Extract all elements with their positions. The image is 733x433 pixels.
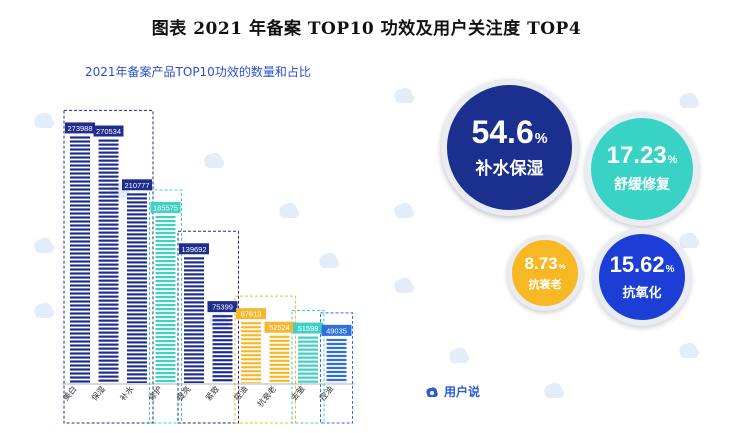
category-tick-label: 控油 [232, 384, 250, 403]
watermark-logo-icon [679, 92, 700, 108]
bar [127, 193, 147, 383]
watermark-logo-icon [544, 382, 565, 398]
bubble-soothing-label: 舒缓修复 [614, 177, 670, 193]
bar [269, 335, 290, 382]
bubble-soothing: 17.23% 舒缓修复 [585, 112, 699, 226]
category-group-frame [63, 109, 154, 424]
category-tick-label: 保湿 [89, 384, 107, 403]
category-tick-label: 美白 [61, 384, 79, 403]
category-group-frame [149, 189, 182, 424]
category-tick-label: 补水 [118, 384, 136, 403]
data-label: 270534 [96, 127, 121, 136]
data-label-box [293, 322, 323, 334]
brand-name: 用户说 [444, 385, 481, 399]
category-group-frame [291, 310, 325, 424]
data-label-box [122, 179, 152, 191]
watermark-logo-icon [679, 232, 700, 248]
bubble-hydration-label: 补水保湿 [475, 159, 544, 179]
brand-logo: 用户说 [424, 383, 480, 400]
category-tick-label: 修护 [146, 384, 164, 403]
data-label-box [150, 201, 181, 213]
watermark-logo-icon [679, 342, 700, 358]
bubble-soothing-value: 17.23 [606, 142, 667, 169]
watermark-logo-icon [394, 202, 415, 218]
data-label: 139692 [181, 245, 206, 254]
data-label-box [93, 125, 124, 137]
data-label: 273988 [67, 124, 92, 133]
bar [70, 136, 90, 383]
watermark-logo-icon [204, 152, 225, 168]
bubble-hydration: 54.6% 补水保湿 [441, 79, 578, 216]
watermark-logo-icon [394, 277, 415, 293]
bar [326, 338, 347, 383]
bar [98, 139, 119, 382]
bubble-hydration-value: 54.6 [471, 114, 534, 150]
bar [212, 315, 233, 382]
bar [241, 322, 261, 383]
bubble-anti-aging-value: 8.73 [524, 253, 558, 273]
data-label: 210777 [124, 181, 149, 190]
watermark-logo-icon [279, 202, 300, 218]
data-label-box [321, 324, 352, 336]
watermark-logo-icon [449, 347, 470, 363]
data-label-box [236, 308, 266, 320]
category-tick-label: 控油 [317, 384, 335, 403]
category-group-frame [234, 295, 296, 424]
bar [298, 336, 318, 383]
watermark-logo-icon [34, 112, 55, 128]
category-group-frame [320, 312, 353, 424]
category-tick-label: 提亮 [175, 384, 193, 403]
category-tick-label: 紧致 [203, 384, 221, 403]
data-label: 51598 [298, 324, 319, 333]
category-tick-label: 抗衰老 [255, 384, 278, 409]
bubble-anti-aging: 8.73% 抗衰老 [507, 235, 583, 311]
main-title: 图表 2021 年备案 TOP10 功效及用户关注度 TOP4 [151, 19, 582, 39]
data-label-box [179, 243, 209, 255]
watermark-logo-icon [319, 252, 340, 268]
data-label-box [207, 301, 238, 313]
bubble-antioxidant: 15.62% 抗氧化 [593, 228, 691, 326]
bubble-antioxidant-label: 抗氧化 [622, 285, 662, 301]
bar [184, 257, 204, 383]
watermark-logo-icon [394, 87, 415, 103]
chart-title: 2021年备案产品TOP10功效的数量和占比 [85, 64, 311, 79]
category-tick-label: 去皱 [289, 384, 307, 403]
data-label: 52524 [269, 323, 290, 332]
bar [155, 215, 176, 383]
data-label: 49035 [326, 326, 347, 335]
data-label-box [65, 122, 95, 134]
watermark-logo-icon [34, 302, 55, 318]
cloud-logo-icon [426, 386, 438, 397]
data-label: 75399 [212, 303, 233, 312]
watermark-logo-icon [34, 237, 55, 253]
bubble-antioxidant-value: 15.62 [609, 251, 665, 277]
bubble-anti-aging-label: 抗衰老 [528, 277, 562, 291]
data-label: 67613 [241, 310, 262, 319]
category-group-frame [177, 230, 239, 424]
data-label: 185575 [153, 203, 178, 212]
data-label-box [264, 321, 295, 333]
